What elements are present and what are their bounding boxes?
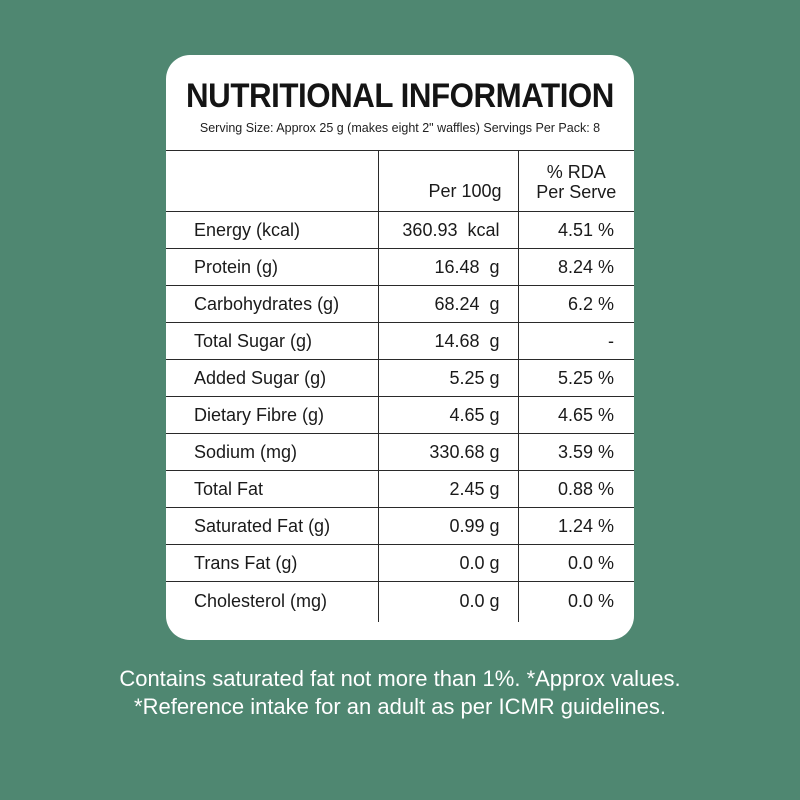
table-row: Total Fat 2.45 g 0.88 %	[166, 470, 634, 508]
rda-value: 8.24 %	[517, 248, 634, 286]
per-100g-value: 4.65 g	[377, 396, 518, 434]
rda-value: 4.51 %	[517, 211, 634, 249]
rda-value: 4.65 %	[517, 396, 634, 434]
serving-info: Serving Size: Approx 25 g (makes eight 2…	[199, 121, 601, 135]
per-100g-value: 2.45 g	[377, 470, 518, 508]
table-row: Sodium (mg) 330.68 g 3.59 %	[166, 433, 634, 471]
nutrient-name: Sodium (mg)	[194, 441, 298, 462]
label-title: NUTRITIONAL INFORMATION	[186, 77, 614, 115]
table-row: Total Sugar (g) 14.68 g-	[166, 322, 634, 360]
header-rda: % RDA Per Serve	[517, 150, 634, 212]
nutrient-name: Energy (kcal)	[194, 219, 301, 240]
nutrient-name: Dietary Fibre (g)	[194, 404, 325, 425]
table-row: Trans Fat (g) 0.0 g 0.0 %	[166, 544, 634, 582]
table-row: Carbohydrates (g) 68.24 g 6.2 %	[166, 285, 634, 323]
rda-value: 0.0 %	[517, 544, 634, 582]
header-nutrient	[166, 151, 378, 212]
rda-value: 0.0 %	[517, 581, 634, 622]
nutrient-name: Carbohydrates (g)	[194, 293, 340, 314]
rda-value: 3.59 %	[517, 433, 634, 471]
table-row: Added Sugar (g) 5.25 g 5.25 %	[166, 359, 634, 397]
nutrient-name: Total Sugar (g)	[194, 330, 313, 351]
header-rda-line2: Per Serve	[536, 182, 617, 202]
rda-value: 1.24 %	[517, 507, 634, 545]
table-header-row: Per 100g % RDA Per Serve	[166, 150, 634, 212]
per-100g-value: 14.68 g	[377, 322, 518, 360]
footnote-line-2: *Reference intake for an adult as per IC…	[134, 694, 666, 719]
per-100g-value: 360.93 kcal	[377, 211, 518, 249]
table-row: Protein (g) 16.48 g 8.24 %	[166, 248, 634, 286]
nutrition-label-card: NUTRITIONAL INFORMATION Serving Size: Ap…	[166, 55, 634, 640]
rda-value: 6.2 %	[517, 285, 634, 323]
per-100g-value: 0.0 g	[377, 581, 518, 622]
table-row: Dietary Fibre (g) 4.65 g 4.65 %	[166, 396, 634, 434]
header-per-100g: Per 100g	[377, 150, 518, 212]
rda-value: -	[517, 322, 634, 360]
table-row: Energy (kcal) 360.93 kcal 4.51 %	[166, 211, 634, 249]
footnote-line-1: Contains saturated fat not more than 1%.…	[119, 666, 681, 691]
nutrient-name: Trans Fat (g)	[194, 552, 298, 573]
nutrient-name: Protein (g)	[194, 256, 279, 277]
nutrient-name: Added Sugar (g)	[194, 367, 327, 388]
header-rda-line1: % RDA	[546, 162, 606, 182]
table-row: Saturated Fat (g) 0.99 g 1.24 %	[166, 507, 634, 545]
per-100g-value: 5.25 g	[377, 359, 518, 397]
per-100g-value: 68.24 g	[377, 285, 518, 323]
table-row: Cholesterol (mg) 0.0 g 0.0 %	[166, 581, 634, 622]
rda-value: 5.25 %	[517, 359, 634, 397]
per-100g-value: 0.0 g	[377, 544, 518, 582]
per-100g-value: 16.48 g	[377, 248, 518, 286]
rda-value: 0.88 %	[517, 470, 634, 508]
per-100g-value: 0.99 g	[377, 507, 518, 545]
nutrient-name: Saturated Fat (g)	[194, 515, 331, 536]
nutrient-name: Cholesterol (mg)	[194, 591, 328, 612]
per-100g-value: 330.68 g	[377, 433, 518, 471]
nutrition-table: Per 100g % RDA Per Serve Energy (kcal) 36…	[166, 150, 634, 622]
nutrient-name: Total Fat	[194, 478, 264, 499]
